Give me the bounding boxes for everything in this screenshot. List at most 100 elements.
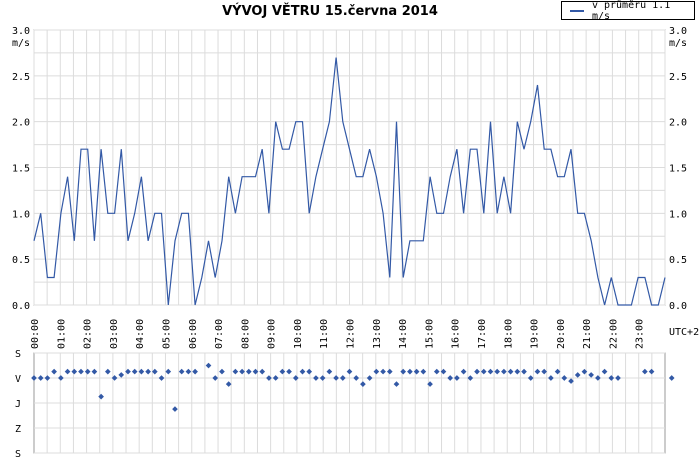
direction-point: [37, 375, 44, 381]
y-tick-label-left: 2.0: [12, 118, 30, 129]
direction-point: [51, 368, 57, 375]
direction-point: [393, 381, 400, 387]
direction-point: [232, 368, 239, 375]
x-tick-label: 11:00: [319, 319, 330, 349]
x-tick-label: 23:00: [635, 319, 646, 349]
x-tick-label: 01:00: [56, 319, 67, 349]
direction-point: [131, 368, 138, 375]
direction-point: [64, 368, 71, 375]
direction-point: [178, 368, 185, 375]
y-tick-label-left: 1.5: [12, 164, 30, 175]
direction-point: [138, 368, 145, 375]
direction-point: [413, 368, 420, 375]
direction-tick-label: J: [15, 399, 21, 410]
direction-point: [219, 368, 225, 375]
direction-point: [346, 368, 353, 375]
y-tick-label-right: 3.0: [669, 26, 687, 37]
direction-point: [440, 368, 447, 375]
direction-point: [111, 375, 118, 381]
direction-point: [554, 368, 561, 375]
direction-point: [588, 372, 594, 378]
x-tick-label: 19:00: [530, 319, 541, 349]
direction-point: [286, 368, 292, 375]
x-tick-label: 20:00: [556, 319, 567, 349]
direction-point: [501, 368, 507, 375]
direction-point: [420, 368, 427, 375]
direction-point: [71, 368, 78, 375]
y-tick-label-right: 1.5: [669, 164, 687, 175]
x-tick-label: 15:00: [424, 319, 435, 349]
direction-point: [407, 368, 413, 375]
direction-tick-label: S: [15, 449, 21, 460]
direction-point: [98, 393, 104, 400]
y-tick-label-left: 0.0: [12, 301, 30, 312]
x-tick-label: 12:00: [346, 319, 357, 349]
direction-point: [313, 375, 319, 381]
legend-line-swatch: [570, 9, 584, 12]
direction-point: [158, 375, 165, 381]
direction-point: [84, 368, 91, 375]
y-tick-label-left: 2.5: [12, 72, 30, 83]
direction-point: [299, 368, 306, 375]
x-tick-label: 18:00: [503, 319, 514, 349]
direction-point: [58, 375, 64, 381]
direction-point: [306, 368, 313, 375]
direction-point: [561, 375, 568, 381]
direction-point: [541, 368, 547, 375]
legend-label: v průměru 1.1 m/s: [591, 0, 671, 22]
direction-point: [31, 375, 37, 381]
direction-point: [668, 375, 675, 381]
direction-point: [185, 368, 192, 375]
direction-point: [400, 368, 407, 375]
y-axis-unit-left: m/s: [12, 38, 30, 49]
direction-point: [360, 381, 366, 387]
direction-point: [339, 375, 346, 381]
direction-point: [326, 368, 333, 375]
direction-point: [574, 372, 581, 378]
direction-point: [527, 375, 534, 381]
direction-tick-label: S: [15, 349, 21, 360]
y-tick-label-right: 2.5: [669, 72, 687, 83]
direction-point: [494, 368, 501, 375]
direction-point: [581, 368, 588, 375]
direction-point: [447, 375, 454, 381]
y-tick-label-right: 2.0: [669, 118, 687, 129]
y-tick-label-left: 1.0: [12, 209, 30, 220]
direction-point: [192, 368, 198, 375]
x-tick-label: 16:00: [451, 319, 462, 349]
x-tick-label: 10:00: [293, 319, 304, 349]
x-tick-label: 04:00: [135, 319, 146, 349]
direction-point: [380, 368, 386, 375]
x-tick-label: 08:00: [240, 319, 251, 349]
direction-point: [292, 375, 299, 381]
direction-point: [568, 378, 574, 384]
chart-title: VÝVOJ VĚTRU 15.června 2014: [222, 4, 438, 19]
x-tick-label: 14:00: [398, 319, 409, 349]
x-tick-label: 00:00: [30, 319, 41, 349]
wind-speed-line: [33, 57, 666, 306]
x-tick-label: 17:00: [477, 319, 488, 349]
direction-tick-label: V: [15, 374, 21, 385]
direction-point: [205, 362, 212, 369]
y-tick-label-right: 0.0: [669, 301, 687, 312]
direction-point: [601, 368, 608, 375]
direction-point: [548, 375, 554, 381]
x-tick-label: 07:00: [214, 319, 225, 349]
direction-point: [259, 368, 266, 375]
direction-point: [467, 375, 474, 381]
x-tick-label: 05:00: [161, 319, 172, 349]
direction-point: [91, 368, 98, 375]
direction-point: [386, 368, 393, 375]
direction-point: [44, 375, 51, 381]
direction-point: [353, 375, 360, 381]
direction-point: [595, 375, 601, 381]
direction-point: [279, 368, 286, 375]
direction-point: [225, 381, 232, 387]
direction-point: [165, 368, 172, 375]
direction-point: [427, 381, 433, 387]
direction-point: [252, 368, 259, 375]
y-tick-label-right: 0.5: [669, 255, 687, 266]
direction-point: [118, 372, 125, 378]
direction-point: [521, 368, 527, 375]
